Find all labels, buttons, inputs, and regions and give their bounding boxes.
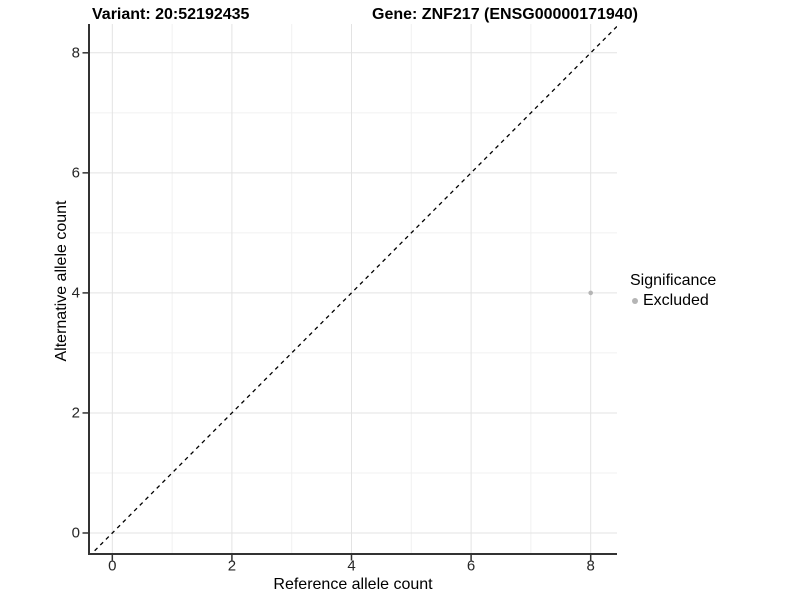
legend-key-dot-icon xyxy=(632,298,638,304)
x-tick-label: 2 xyxy=(227,557,237,575)
x-tick-label: 6 xyxy=(466,557,476,575)
legend-item: Excluded xyxy=(630,292,716,310)
legend-item-label: Excluded xyxy=(643,292,709,309)
y-tick-label: 8 xyxy=(71,44,80,62)
legend: Significance Excluded xyxy=(630,272,716,310)
plot-title-gene: Gene: ZNF217 (ENSG00000171940) xyxy=(372,6,638,23)
x-tick-label: 4 xyxy=(347,557,356,575)
legend-title: Significance xyxy=(630,272,717,289)
identity-reference-line xyxy=(90,25,617,554)
legend-items: Excluded xyxy=(630,292,716,310)
data-point xyxy=(588,290,593,296)
y-tick-label: 4 xyxy=(71,284,80,302)
x-tick-label: 8 xyxy=(586,557,595,575)
y-tick-label: 2 xyxy=(71,404,80,422)
x-tick-label: 0 xyxy=(108,557,117,575)
y-tick-label: 6 xyxy=(71,164,80,182)
y-tick-label: 0 xyxy=(71,524,80,542)
x-axis-title: Reference allele count xyxy=(273,576,433,593)
plot-title-variant: Variant: 20:52192435 xyxy=(92,6,250,23)
y-axis-title: Alternative allele count xyxy=(53,200,70,362)
